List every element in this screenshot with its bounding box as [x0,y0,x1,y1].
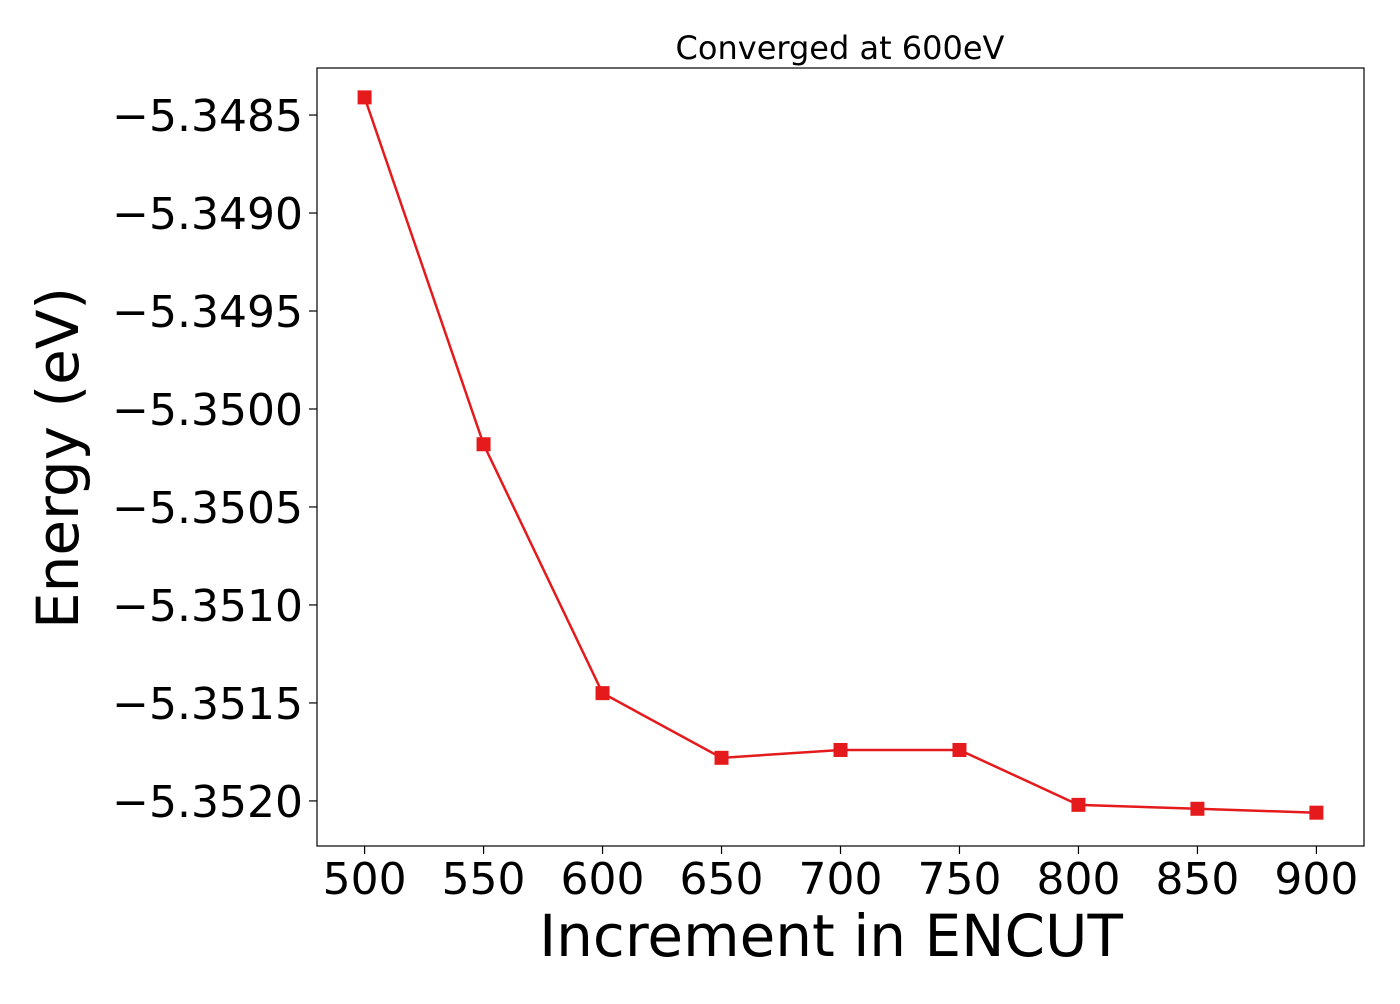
plot-frame [316,67,1365,847]
x-tick-label: 650 [680,854,764,905]
y-tick-label: −5.3500 [112,385,303,436]
data-point-marker [714,750,729,765]
x-tick-label: 900 [1274,854,1358,905]
x-tick-label: 750 [917,854,1001,905]
data-point-marker [833,742,848,757]
data-point-marker [1071,797,1086,812]
x-tick-label: 800 [1036,854,1120,905]
chart-title: Converged at 600eV [676,29,1005,67]
data-point-marker [476,437,491,452]
x-axis-label: Increment in ENCUT [539,902,1123,970]
series-line [363,96,1317,814]
x-tick-label: 850 [1155,854,1239,905]
y-tick-label: −5.3510 [112,581,303,632]
x-tick-label: 600 [561,854,645,905]
data-point-marker [1309,805,1324,820]
series-layer [357,90,1324,820]
x-tick-label: 550 [442,854,526,905]
x-tick-label: 700 [799,854,883,905]
y-tick-label: −5.3515 [112,679,303,730]
data-point-marker [1190,801,1205,816]
y-tick-label: −5.3505 [112,483,303,534]
data-point-marker [595,686,610,701]
y-axis-label: Energy (eV) [24,287,92,629]
y-tick-label: −5.3490 [112,189,303,240]
y-tick-label: −5.3485 [112,91,303,142]
y-tick-label: −5.3520 [112,777,303,828]
data-point-marker [952,742,967,757]
x-tick-label: 500 [323,854,407,905]
y-axis: −5.3485 −5.3490 −5.3495 −5.3500 −5.3505 −5.35… [112,91,317,828]
y-tick-label: −5.3495 [112,287,303,338]
x-axis: 500 550 600 650 700 750 800 850 900 [323,846,1358,905]
data-point-marker [357,90,372,105]
